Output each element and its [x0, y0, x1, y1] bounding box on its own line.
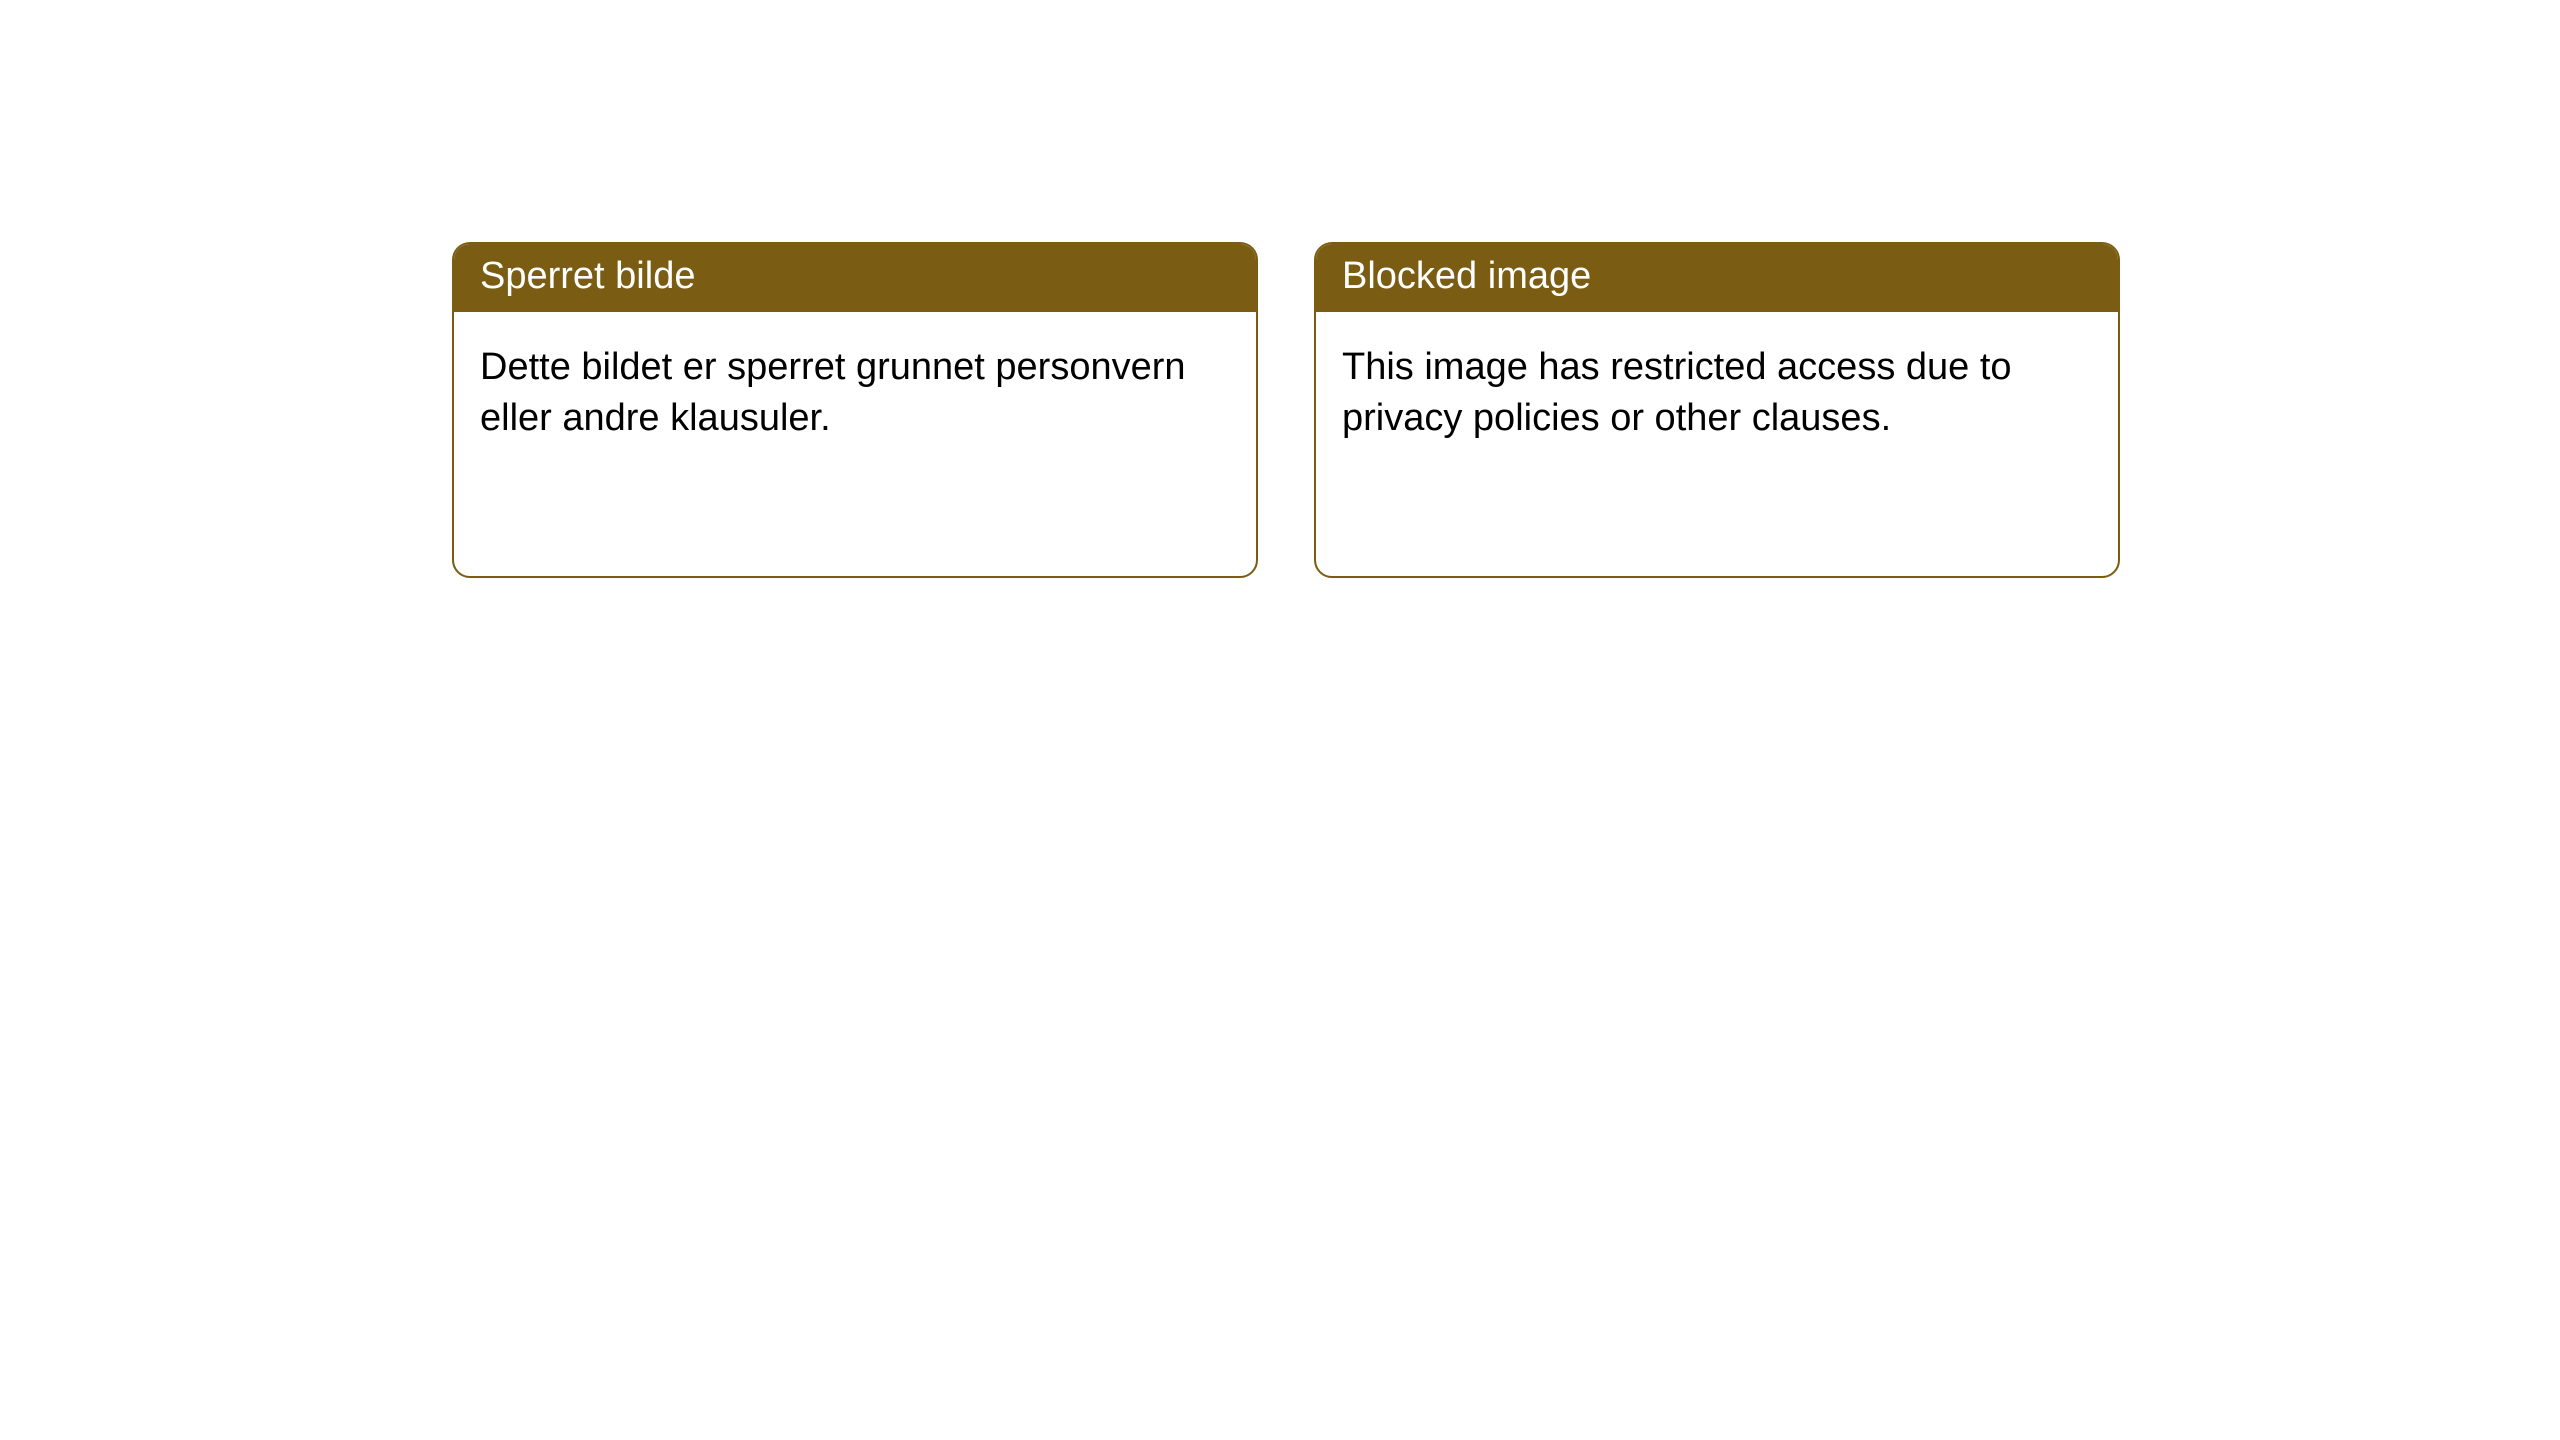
notice-card-english: Blocked image This image has restricted …: [1314, 242, 2120, 578]
notice-container: Sperret bilde Dette bildet er sperret gr…: [452, 242, 2120, 578]
notice-body: This image has restricted access due to …: [1316, 312, 2118, 475]
notice-card-norwegian: Sperret bilde Dette bildet er sperret gr…: [452, 242, 1258, 578]
notice-body: Dette bildet er sperret grunnet personve…: [454, 312, 1256, 475]
notice-title: Blocked image: [1316, 244, 2118, 312]
notice-title: Sperret bilde: [454, 244, 1256, 312]
